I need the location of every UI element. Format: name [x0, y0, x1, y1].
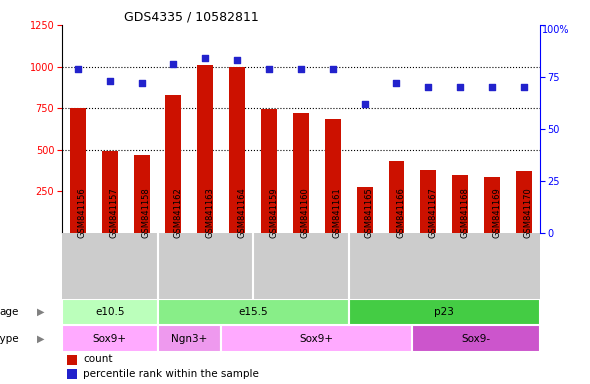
- Point: [392, 80, 401, 86]
- Bar: [133, 156, 150, 233]
- Text: GSM841158: GSM841158: [142, 187, 150, 238]
- Text: GSM841168: GSM841168: [460, 187, 469, 238]
- Text: GSM841161: GSM841161: [333, 187, 342, 238]
- Text: 100%: 100%: [542, 25, 570, 35]
- Text: GSM841156: GSM841156: [78, 187, 87, 238]
- Text: percentile rank within the sample: percentile rank within the sample: [83, 369, 260, 379]
- Bar: [349, 299, 540, 325]
- Text: Sox9-: Sox9-: [461, 334, 491, 344]
- Text: age: age: [0, 307, 19, 317]
- Text: GSM841167: GSM841167: [428, 187, 437, 238]
- Bar: [70, 108, 86, 233]
- Text: GSM841163: GSM841163: [205, 187, 214, 238]
- Bar: [221, 325, 412, 352]
- Point: [201, 55, 210, 61]
- Text: cell type: cell type: [0, 334, 19, 344]
- Point: [455, 84, 465, 90]
- Text: GSM841165: GSM841165: [365, 187, 373, 238]
- Text: e15.5: e15.5: [238, 307, 268, 317]
- Text: Sox9+: Sox9+: [300, 334, 334, 344]
- Text: GSM841159: GSM841159: [269, 187, 278, 238]
- Bar: [516, 171, 532, 233]
- Bar: [261, 109, 277, 233]
- Point: [264, 66, 274, 72]
- Point: [169, 61, 178, 68]
- Point: [137, 80, 146, 86]
- Text: GSM841166: GSM841166: [396, 187, 405, 238]
- Text: GSM841169: GSM841169: [492, 187, 501, 238]
- Bar: [389, 161, 405, 233]
- Text: GSM841160: GSM841160: [301, 187, 310, 238]
- Bar: [293, 113, 309, 233]
- Bar: [158, 325, 221, 352]
- Text: ▶: ▶: [37, 307, 44, 317]
- Bar: [484, 177, 500, 233]
- Point: [105, 78, 114, 84]
- Bar: [158, 299, 349, 325]
- Point: [296, 66, 306, 72]
- Point: [519, 84, 529, 90]
- Point: [328, 66, 337, 72]
- Bar: [420, 170, 436, 233]
- Text: GSM841162: GSM841162: [173, 187, 182, 238]
- Text: ▶: ▶: [37, 334, 44, 344]
- Point: [232, 57, 242, 63]
- Point: [360, 101, 369, 107]
- Bar: [197, 65, 214, 233]
- Point: [487, 84, 497, 90]
- Text: GSM841164: GSM841164: [237, 187, 246, 238]
- Bar: [62, 299, 158, 325]
- Text: p23: p23: [434, 307, 454, 317]
- Point: [73, 66, 83, 72]
- Bar: [62, 325, 158, 352]
- Text: GSM841170: GSM841170: [524, 187, 533, 238]
- Bar: [67, 355, 77, 364]
- Bar: [165, 95, 182, 233]
- Bar: [229, 66, 245, 233]
- Text: GDS4335 / 10582811: GDS4335 / 10582811: [124, 11, 259, 24]
- Text: Ngn3+: Ngn3+: [171, 334, 208, 344]
- Bar: [452, 175, 468, 233]
- Text: GSM841157: GSM841157: [110, 187, 119, 238]
- Bar: [412, 325, 540, 352]
- Bar: [67, 369, 77, 379]
- Bar: [102, 151, 118, 233]
- Text: e10.5: e10.5: [95, 307, 124, 317]
- Bar: [324, 119, 341, 233]
- Bar: [356, 187, 373, 233]
- Point: [424, 84, 433, 90]
- Text: Sox9+: Sox9+: [93, 334, 127, 344]
- Text: count: count: [83, 354, 113, 364]
